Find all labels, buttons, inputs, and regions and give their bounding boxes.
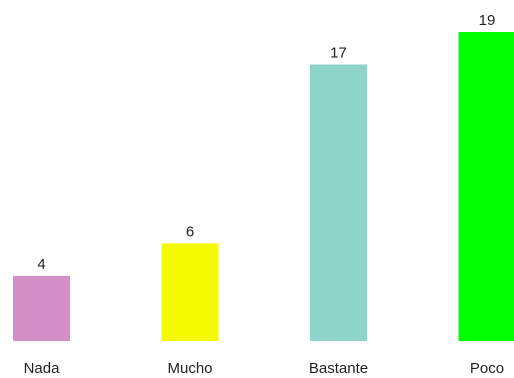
bar-nada — [13, 275, 70, 341]
bar-mucho — [161, 243, 219, 341]
bar-poco — [458, 32, 514, 341]
category-labels-layer: Nada Mucho Bastante Poco — [24, 360, 505, 377]
category-label-nada: Nada — [24, 360, 61, 377]
category-label-bastante: Bastante — [309, 360, 368, 377]
value-labels-layer: 4 6 17 19 — [37, 12, 495, 273]
value-label-mucho: 6 — [186, 223, 194, 240]
category-label-mucho: Mucho — [167, 360, 212, 377]
value-label-bastante: 17 — [330, 45, 347, 62]
bars-layer — [13, 32, 514, 341]
bar-bastante — [310, 64, 367, 341]
category-label-poco: Poco — [470, 360, 504, 377]
value-label-nada: 4 — [37, 256, 45, 273]
value-label-poco: 19 — [479, 12, 496, 29]
